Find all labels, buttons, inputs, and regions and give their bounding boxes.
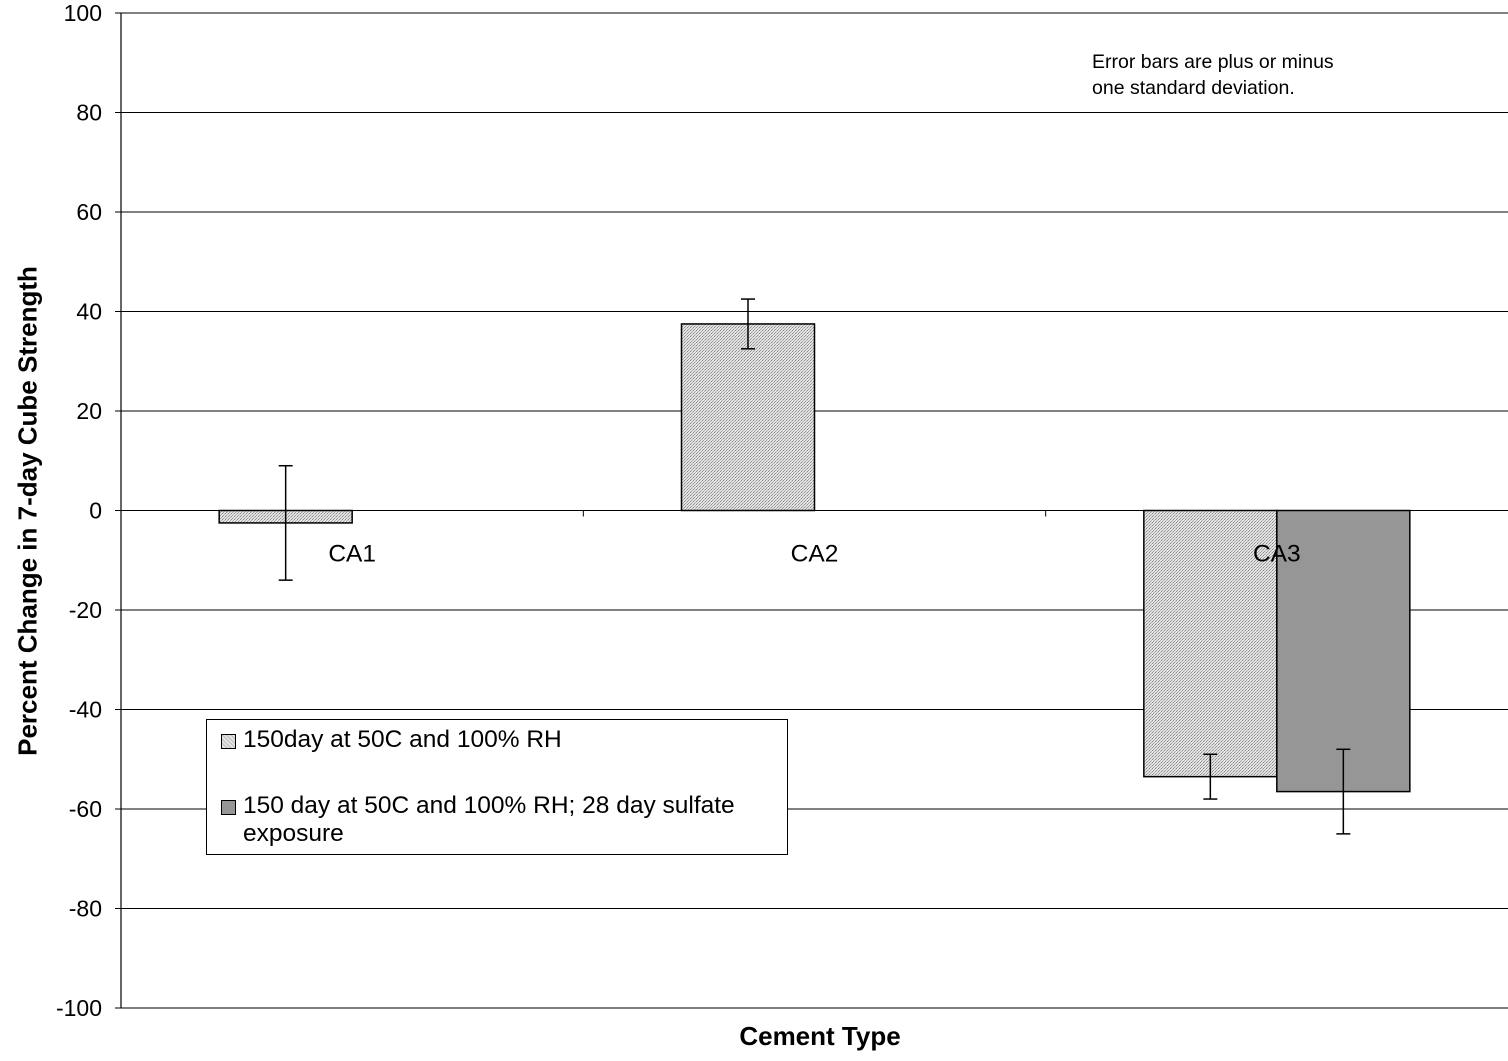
y-tick-label: 20 [76, 398, 102, 424]
y-tick-label: 0 [89, 498, 102, 524]
y-tick-label: 60 [76, 199, 102, 225]
x-axis-label: Cement Type [739, 1021, 901, 1051]
legend-item: 150day at 50C and 100% RH [221, 726, 562, 754]
y-tick-label: -100 [56, 995, 102, 1021]
y-tick-label: -40 [69, 697, 102, 723]
y-tick-label: 80 [76, 100, 102, 126]
y-tick-label: -80 [69, 896, 102, 922]
bar [680, 323, 816, 512]
error-bar-note: Error bars are plus or minus one standar… [1082, 46, 1364, 104]
labels: -100 -80 -60 -40 -20 0 20 40 60 80 100 CA1 CA2 CA3 [56, 0, 1301, 1021]
legend-swatch [221, 734, 236, 749]
y-tick-label: 40 [76, 299, 102, 325]
y-tick-label: -20 [69, 597, 102, 623]
bar [1143, 509, 1278, 778]
legend-label: 150day at 50C and 100% RH [243, 726, 562, 753]
x-tick-label: CA2 [791, 541, 839, 568]
legend: 150day at 50C and 100% RH 150 day at 50C… [206, 719, 788, 855]
x-tick-label: CA3 [1253, 541, 1301, 568]
legend-label: 150 day at 50C and 100% RH; 28 day sulfa… [243, 792, 735, 847]
y-axis-label: Percent Change in 7-day Cube Strength [12, 266, 43, 756]
bar [1276, 509, 1411, 793]
y-tick-label: -60 [69, 796, 102, 822]
bars [218, 298, 1411, 835]
y-tick-label: 100 [64, 0, 102, 26]
legend-swatch [221, 800, 236, 815]
x-tick-label: CA1 [328, 541, 376, 568]
legend-item: 150 day at 50C and 100% RH; 28 day sulfa… [221, 792, 743, 848]
